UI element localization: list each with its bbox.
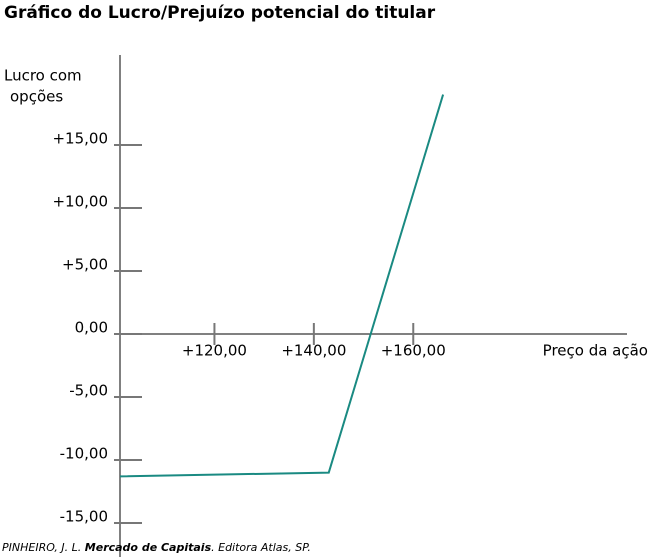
x-tick-label: +140,00 — [281, 342, 346, 360]
x-axis-label: Preço da ação — [543, 342, 648, 360]
y-axis-label: opções — [10, 88, 63, 106]
x-tick-label: +120,00 — [182, 342, 247, 360]
source: PINHEIRO, J. L. Mercado de Capitais. Edi… — [2, 541, 311, 554]
source-text: PINHEIRO, J. L. — [2, 541, 85, 554]
x-tick-label: +160,00 — [381, 342, 446, 360]
y-tick-label: +15,00 — [52, 130, 108, 148]
source-text: Mercado de Capitais — [85, 541, 212, 554]
y-axis-label: Lucro com — [4, 67, 82, 85]
y-tick-label: +10,00 — [52, 193, 108, 211]
y-tick-label: -10,00 — [60, 445, 108, 463]
y-tick-label: -15,00 — [60, 508, 108, 526]
chart-title: Gráfico do Lucro/Prejuízo potencial do t… — [4, 3, 436, 23]
y-tick-label: +5,00 — [62, 256, 108, 274]
profit-line — [119, 94, 445, 478]
source-text: . Editora Atlas, SP. — [211, 541, 311, 554]
y-tick-label: -5,00 — [69, 382, 108, 400]
y-tick-label: 0,00 — [75, 319, 108, 337]
